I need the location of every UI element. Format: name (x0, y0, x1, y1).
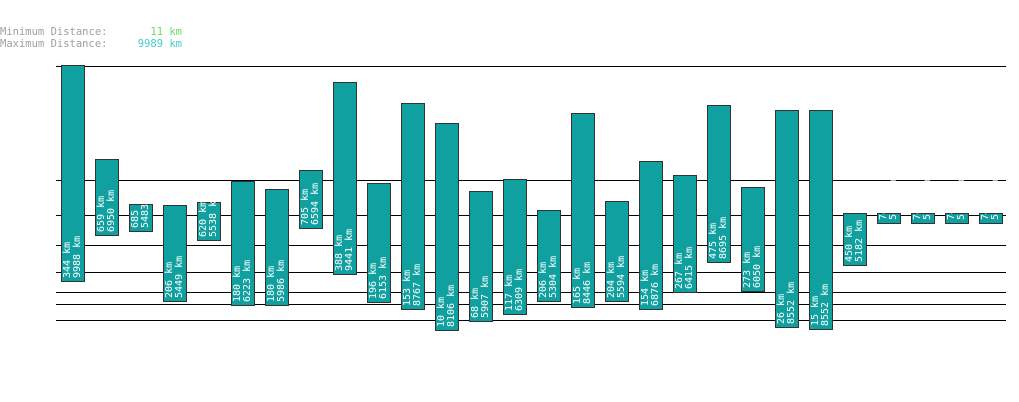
bar-max-label: 5449 km (174, 256, 185, 298)
bar-max-label: 6415 km (684, 247, 695, 289)
bar (333, 82, 357, 275)
bar-max-label: 5182 km (854, 220, 865, 262)
bar (809, 110, 833, 330)
bar-max-label: 5182 km (888, 178, 899, 220)
bar-max-label: 5907 km (480, 276, 491, 318)
bar-min-label: 273 km (742, 252, 753, 288)
bar (673, 175, 697, 293)
bar-min-label: 267 km (674, 253, 685, 289)
bar (61, 65, 85, 282)
bar-min-label: 26 km (776, 294, 787, 324)
bar (231, 181, 255, 306)
bar (741, 187, 765, 292)
bar (469, 191, 493, 322)
bar-min-label: 117 km (504, 275, 515, 311)
bar-min-label: 10 km (436, 297, 447, 327)
bar (775, 110, 799, 328)
bar-min-label: 741 km (878, 184, 889, 220)
bar-min-label: 388 km (334, 235, 345, 271)
bar-min-label: 204 km (606, 262, 617, 298)
bar-max-label: 8767 km (412, 264, 423, 306)
bar-max-label: 5182 km (956, 178, 967, 220)
bar-max-label: 6950 km (106, 190, 117, 232)
min-distance-row: Minimum Distance: 11 km (0, 26, 182, 38)
bar-max-label: 5594 km (616, 256, 627, 298)
bar-min-label: 705 km (300, 189, 311, 225)
bar-max-label: 5182 km (922, 178, 933, 220)
bar-min-label: 685 km (130, 192, 141, 228)
bar-max-label: 6223 km (242, 260, 253, 302)
bar (265, 189, 289, 306)
bar (401, 103, 425, 310)
bar (911, 213, 935, 224)
bar-min-label: 165 km (572, 268, 583, 304)
bars: 344 km 9988 km 659 km 6950 km 685 km 5483 km 2… (61, 65, 1003, 331)
bar-max-label: 6050 km (752, 246, 763, 288)
gridlines (56, 66, 1006, 321)
bar-min-label: 153 km (402, 270, 413, 306)
bar-max-label: 5182 km (990, 178, 1001, 220)
bar-max-label: 8695 km (718, 217, 729, 259)
bar (707, 105, 731, 263)
min-distance-value: 11 km (150, 26, 182, 38)
bar (605, 201, 629, 302)
bar (435, 123, 459, 331)
bar (503, 179, 527, 315)
max-distance-value: 9989 km (137, 38, 182, 50)
bar-min-label: 659 km (96, 196, 107, 232)
bar-min-label: 68 km (470, 288, 481, 318)
bar-max-label: 5986 km (276, 260, 287, 302)
bar (95, 159, 119, 236)
bar (571, 113, 595, 308)
bar (129, 204, 153, 232)
max-distance-label: Maximum Distance: (0, 38, 108, 50)
bar-min-label: 450 km (844, 226, 855, 262)
bar-min-label: 180 km (232, 266, 243, 302)
bar (299, 170, 323, 229)
bar (639, 161, 663, 310)
bar-max-label: 6153 km (378, 257, 389, 299)
bar (163, 205, 187, 302)
bar-max-label: 5304 km (548, 256, 559, 298)
bar-min-label: 206 km (164, 262, 175, 298)
bar-min-label: 196 km (368, 263, 379, 299)
bar (877, 213, 901, 224)
bar (979, 213, 1003, 224)
bar-min-label: 620 km (198, 201, 209, 237)
bar-max-label: 9441 km (344, 229, 355, 271)
bar-max-label: 6594 km (310, 183, 321, 225)
bar (197, 202, 221, 241)
bar-max-label: 9988 km (72, 236, 83, 278)
bar (537, 210, 561, 302)
bar (843, 213, 867, 266)
bar-min-label: 154 km (640, 270, 651, 306)
distance-stats: Minimum Distance: 11 km Maximum Distance:… (0, 26, 182, 50)
bar-min-label: 741 km (912, 184, 923, 220)
bar (945, 213, 969, 224)
min-distance-label: Minimum Distance: (0, 26, 108, 38)
bar-min-label: 475 km (708, 223, 719, 259)
bar-max-label: 5483 km (140, 186, 151, 228)
bar-min-label: 741 km (946, 184, 957, 220)
bar-min-label: 741 km (980, 184, 991, 220)
bar-min-label: 206 km (538, 262, 549, 298)
bar-min-label: 180 km (266, 266, 277, 302)
bar-max-label: 8552 km (820, 284, 831, 326)
bar-max-label: 8446 km (582, 262, 593, 304)
bar-max-label: 8106 km (446, 285, 457, 327)
bar-min-label: 344 km (62, 242, 73, 278)
bar-max-label: 6309 km (514, 269, 525, 311)
bar-max-label: 8552 km (786, 282, 797, 324)
bar-max-label: 5538 km (208, 195, 219, 237)
bar (367, 183, 391, 303)
bar-min-label: 15 km (810, 296, 821, 326)
max-distance-row: Maximum Distance: 9989 km (0, 38, 182, 50)
bar-max-label: 6876 km (650, 264, 661, 306)
